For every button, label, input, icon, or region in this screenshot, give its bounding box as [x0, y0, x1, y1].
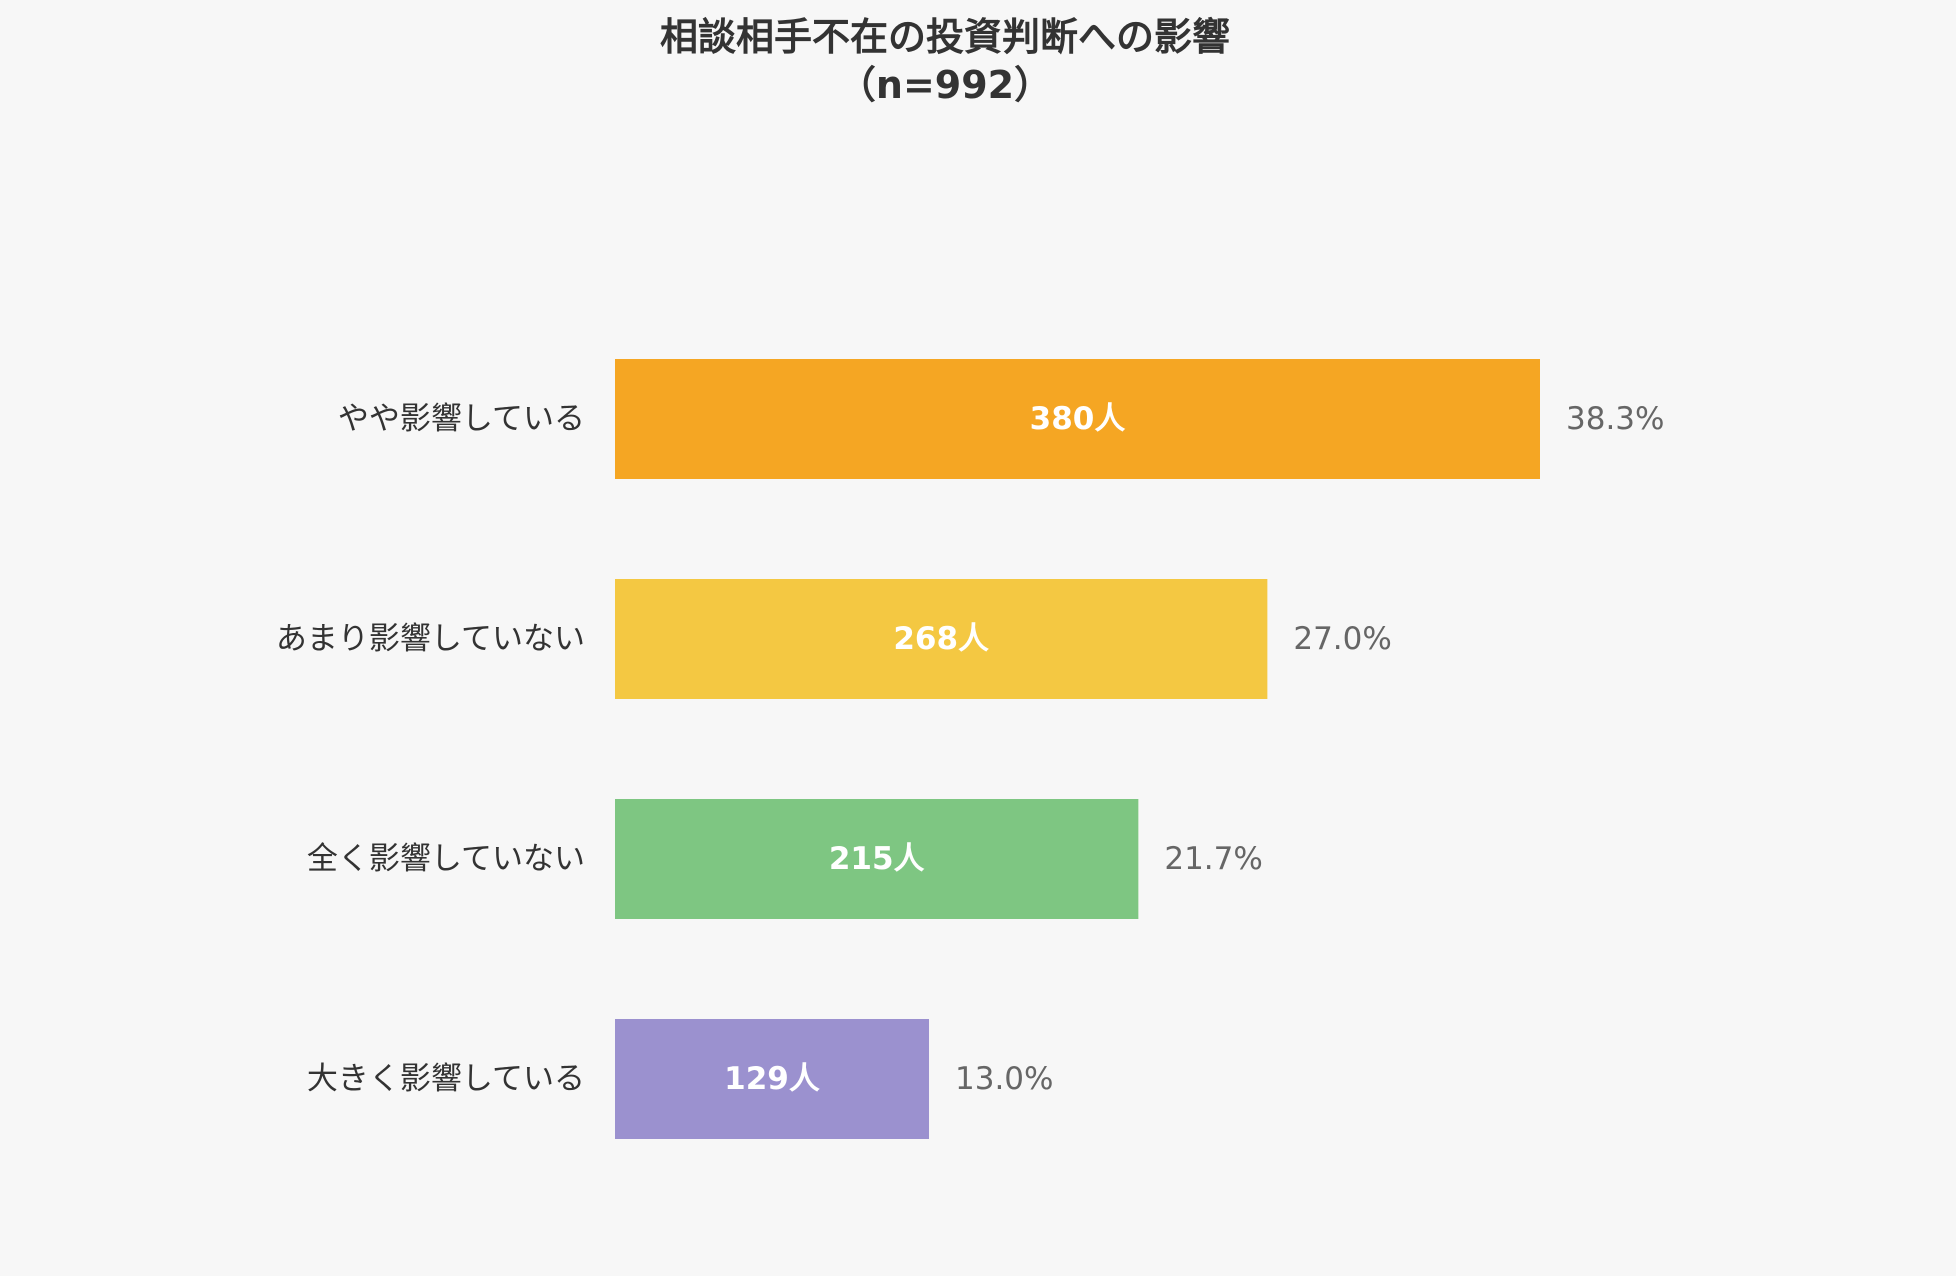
- chart-subtitle: （n=992）: [838, 63, 1052, 107]
- bar-2: [615, 579, 1268, 699]
- category-label-3: 全く影響していない: [307, 841, 585, 877]
- percentage-label-1: 38.3%: [1566, 401, 1664, 437]
- category-label-4: 大きく影響している: [307, 1061, 585, 1097]
- bar-3: [615, 799, 1139, 919]
- bar-value-label-3: 215人: [829, 841, 925, 877]
- bars-group: やや影響している 380人 38.3% あまり影響していない 268人 27.0% 全く影響…: [276, 359, 1664, 1139]
- bar-value-label-4: 129人: [724, 1061, 820, 1097]
- chart-title: 相談相手不在の投資判断への影響: [660, 15, 1230, 59]
- category-label-2: あまり影響していない: [276, 621, 585, 657]
- percentage-label-3: 21.7%: [1164, 841, 1262, 877]
- bar-4: [615, 1019, 930, 1139]
- percentage-label-2: 27.0%: [1293, 621, 1391, 657]
- bar-1: [615, 359, 1540, 479]
- bar-value-label-2: 268人: [893, 621, 989, 657]
- category-label-1: やや影響している: [338, 401, 585, 437]
- percentage-label-4: 13.0%: [955, 1061, 1053, 1097]
- bar-value-label-1: 380人: [1030, 401, 1126, 437]
